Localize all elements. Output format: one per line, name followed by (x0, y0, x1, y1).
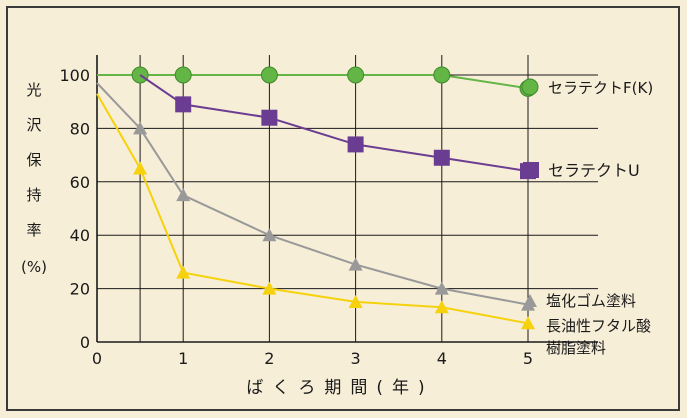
data-point-2-1 (176, 188, 191, 202)
data-point-0-3 (347, 66, 365, 84)
y-tick-0: 0 (80, 333, 90, 352)
data-point-1-1 (261, 109, 278, 126)
data-point-3-3 (348, 294, 363, 308)
x-tick-3: 3 (351, 349, 361, 368)
x-tick-4: 4 (437, 349, 447, 368)
y-tick-40: 40 (70, 226, 90, 245)
data-point-2-0 (133, 121, 148, 135)
y-tick-80: 80 (70, 119, 90, 138)
x-tick-labels: 0 1 2 3 4 5 (92, 349, 533, 368)
legend-label-3a: 長油性フタル酸 (546, 317, 651, 335)
y-label-char-2: 保 (26, 151, 41, 169)
y-label-char-4: 率 (26, 221, 41, 239)
y-label-char-5: (%) (21, 258, 47, 276)
legend-label-1: セラテクトU (548, 161, 640, 180)
data-point-0-4 (433, 66, 451, 84)
data-point-2-2 (262, 228, 277, 242)
data-point-3-2 (262, 281, 277, 295)
x-tick-2: 2 (264, 349, 274, 368)
x-tick-5: 5 (523, 349, 533, 368)
y-label-char-3: 持 (26, 186, 41, 204)
legend-label-2: 塩化ゴム塗料 (546, 292, 636, 310)
series-group (96, 66, 537, 330)
data-point-1-0 (175, 96, 192, 113)
legend-label-0: セラテクトF(K) (548, 79, 653, 97)
x-axis-label: ばくろ期間(年) (246, 378, 433, 398)
series-3 (96, 93, 535, 330)
y-label-char-1: 沢 (26, 116, 41, 134)
y-label-char-0: 光 (26, 81, 41, 99)
legend-marker-1 (523, 162, 539, 178)
data-point-1-2 (347, 136, 364, 153)
data-point-3-5 (521, 316, 535, 330)
y-tick-60: 60 (70, 173, 90, 192)
legend-marker-2 (523, 294, 537, 307)
x-tick-1: 1 (178, 349, 188, 368)
y-tick-labels: 0 20 40 60 80 100 (59, 66, 90, 352)
x-tick-0: 0 (92, 349, 102, 368)
legend-marker-0 (521, 78, 539, 96)
data-point-0-2 (260, 66, 278, 84)
data-point-2-4 (434, 281, 449, 295)
data-point-2-3 (348, 257, 363, 271)
data-point-0-1 (174, 66, 192, 84)
data-point-3-4 (434, 300, 449, 314)
y-tick-20: 20 (70, 280, 90, 299)
data-point-1-3 (433, 149, 450, 166)
y-tick-100: 100 (59, 66, 90, 85)
legend-label-3b: 樹脂塗料 (546, 339, 606, 357)
data-point-3-0 (133, 161, 148, 175)
data-point-3-1 (176, 265, 191, 279)
